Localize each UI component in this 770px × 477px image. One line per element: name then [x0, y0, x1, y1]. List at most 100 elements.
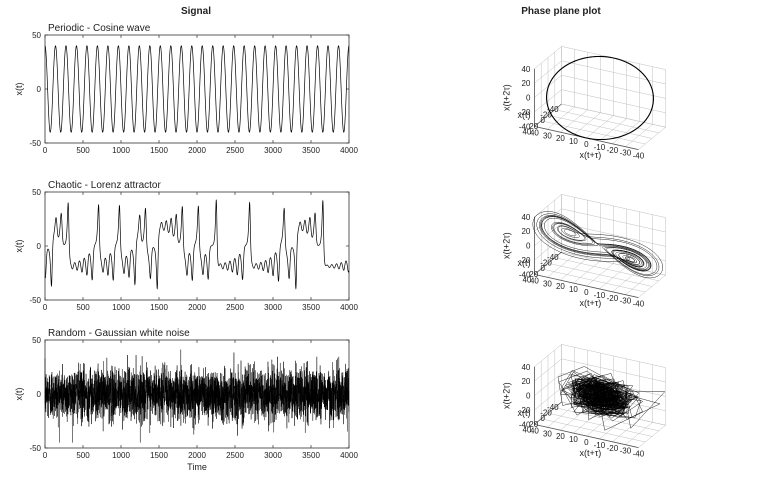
axis-line: [534, 251, 562, 275]
z-tick-label: 40: [521, 363, 530, 372]
x-tick-label: 1000: [112, 303, 130, 312]
trajectory-line: [557, 366, 666, 431]
x-tick-label: 0: [43, 146, 48, 155]
phase-plane-chart-2: -40-2002040-40-2002040-40-30-20-10010203…: [501, 194, 666, 309]
axis-line: [534, 274, 639, 298]
x-tick-label: -10: [594, 143, 606, 152]
y-tick-label: -40: [547, 253, 559, 262]
chart-subtitle: Periodic - Cosine wave: [48, 23, 151, 34]
grid-line: [561, 251, 666, 276]
z-tick-label: 40: [521, 213, 530, 222]
x-tick-label: 30: [543, 279, 552, 288]
y-tick-label: 20: [529, 122, 538, 131]
signal-series-line: [44, 199, 350, 290]
y-tick-label: 0: [541, 264, 546, 273]
z-tick-label: 0: [526, 242, 531, 251]
x-tick-label: 500: [76, 146, 90, 155]
x-tick-label: 40: [530, 426, 539, 435]
x-tick-label: 500: [76, 451, 90, 460]
signal-series-line: [44, 349, 350, 443]
x-tick-label: -20: [607, 146, 619, 155]
x-tick-label: 20: [556, 134, 565, 143]
z-axis-label: x(t+2τ): [501, 84, 511, 111]
x-tick-label: -30: [620, 447, 632, 456]
x-tick-label: -20: [607, 444, 619, 453]
x-tick-label: 0: [584, 438, 589, 447]
z-axis-label: x(t+2τ): [501, 382, 511, 409]
x-tick-label: -10: [594, 441, 606, 450]
signal-series-line: [44, 45, 350, 133]
x-tick-label: 2500: [226, 146, 244, 155]
grid-line: [541, 268, 646, 293]
y-tick-label: -50: [29, 139, 41, 148]
chart-subtitle: Random - Gaussian white noise: [48, 328, 190, 339]
x-tick-label: -40: [633, 450, 645, 459]
grid-line: [554, 407, 659, 432]
x-tick-label: 0: [584, 140, 589, 149]
x-tick-label: 3500: [302, 146, 320, 155]
y-tick-label: -50: [29, 444, 41, 453]
phase-plane-column-title: Phase plane plot: [521, 6, 601, 17]
z-axis-label: x(t+2τ): [501, 232, 511, 259]
x-tick-label: 3000: [264, 146, 282, 155]
x-tick-label: 30: [543, 131, 552, 140]
z-tick-label: 40: [521, 65, 530, 74]
z-tick-label: 20: [521, 227, 530, 236]
x-tick-label: -40: [633, 300, 645, 309]
y-tick-label: 0: [541, 414, 546, 423]
y-tick-label: 20: [529, 420, 538, 429]
grid-line: [638, 275, 666, 298]
z-tick-label: -40: [519, 122, 531, 131]
grid-line: [561, 103, 666, 128]
x-tick-label: 2000: [188, 303, 206, 312]
signal-chart-3: Random - Gaussian white noise x(t) Time 0 50…: [14, 328, 358, 472]
x-tick-label: 40: [530, 128, 539, 137]
plot-frame: [44, 191, 350, 301]
x-tick-label: 20: [556, 432, 565, 441]
grid-line: [638, 425, 666, 448]
x-tick-label: 1500: [150, 303, 168, 312]
z-tick-label: 20: [521, 79, 530, 88]
x-tick-label: 20: [556, 282, 565, 291]
grid-line: [541, 418, 646, 443]
grid-line: [534, 344, 562, 367]
trajectory-line: [546, 55, 654, 141]
x-tick-label: 1000: [112, 451, 130, 460]
x-tick-label: 0: [43, 303, 48, 312]
y-tick-label: 40: [522, 127, 531, 136]
phase-plane-chart-1: -40-2002040-40-2002040-40-30-20-10010203…: [501, 46, 666, 161]
x-tick-label: 10: [569, 435, 578, 444]
x-tick-label: 4000: [340, 451, 358, 460]
x-tick-label: 4000: [340, 146, 358, 155]
z-tick-label: 0: [526, 392, 531, 401]
x-tick-label: 3000: [264, 451, 282, 460]
x-axis-label: x(t+τ): [579, 150, 601, 160]
z-tick-label: 20: [521, 377, 530, 386]
y-tick-label: 40: [522, 425, 531, 434]
x-tick-label: 0: [43, 451, 48, 460]
x-tick-label: 2000: [188, 146, 206, 155]
x-tick-label: 10: [569, 285, 578, 294]
z-tick-label: -20: [519, 406, 531, 415]
chart-subtitle: Chaotic - Lorenz attractor: [48, 180, 161, 191]
phase-plane-chart-3: -40-2002040-40-2002040-40-30-20-10010203…: [501, 344, 666, 459]
x-axis-label: x(t+τ): [579, 448, 601, 458]
x-tick-label: 1000: [112, 146, 130, 155]
x-axis-label: Time: [187, 462, 207, 472]
x-tick-label: -20: [607, 294, 619, 303]
x-tick-label: -40: [633, 152, 645, 161]
grid-line: [541, 120, 646, 145]
trajectory-line: [532, 211, 663, 279]
axis-line: [534, 103, 562, 127]
z-tick-label: -40: [519, 420, 531, 429]
x-tick-label: -30: [620, 297, 632, 306]
z-tick-label: -40: [519, 270, 531, 279]
x-tick-label: 4000: [340, 303, 358, 312]
y-tick-label: -20: [540, 111, 552, 120]
plot-frame: [44, 34, 350, 144]
x-tick-label: 1500: [150, 146, 168, 155]
y-tick-label: 0: [37, 242, 42, 251]
x-tick-label: 30: [543, 429, 552, 438]
